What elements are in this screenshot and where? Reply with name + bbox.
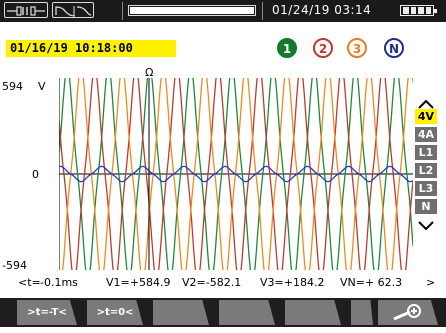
- soft-key-6[interactable]: [351, 300, 373, 325]
- battery-bar: [418, 7, 424, 14]
- readout-time: -0.1ms: [40, 276, 78, 289]
- zoom-plus-icon: [393, 304, 421, 321]
- channel-label: N: [388, 42, 400, 56]
- readout-left-marker[interactable]: <t=: [18, 276, 41, 289]
- readout-v3: V3=+184.2: [260, 276, 325, 289]
- readout-v1: V1=+584.9: [106, 276, 171, 289]
- battery-bar: [403, 7, 409, 14]
- memory-usage-fill: [130, 7, 254, 14]
- channel-2-marker[interactable]: 2: [313, 38, 333, 58]
- status-separator: [122, 2, 123, 20]
- scale-4a[interactable]: 4A: [415, 127, 437, 142]
- status-separator: [262, 2, 263, 20]
- channel-1-marker[interactable]: 1: [277, 38, 297, 58]
- scale-l3[interactable]: L3: [415, 181, 437, 196]
- memory-usage-bar: [128, 5, 256, 16]
- scale-down-arrow-icon[interactable]: [416, 216, 436, 231]
- soft-key-5[interactable]: [285, 300, 341, 325]
- scale-4v[interactable]: 4V: [415, 109, 437, 124]
- capture-timestamp: 01/16/19 10:18:00: [6, 40, 176, 57]
- channel-n-marker[interactable]: N: [384, 38, 404, 58]
- waveform-mode-icon[interactable]: [52, 2, 94, 18]
- series-line-1: [59, 78, 413, 270]
- cursor-to-zero-button[interactable]: >t=0<: [87, 300, 143, 325]
- scale-l2[interactable]: L2: [415, 163, 437, 178]
- series-line-3: [61, 78, 413, 270]
- y-axis-max-label: 594: [2, 80, 23, 93]
- soft-key-3[interactable]: [153, 300, 209, 325]
- channel-label: 2: [318, 42, 328, 56]
- scale-l1[interactable]: L1: [415, 145, 437, 160]
- cursor-readout: <t= -0.1ms V1=+584.9 V2=-582.1 V3=+184.2…: [0, 276, 446, 292]
- y-axis-min-label: -594: [2, 259, 27, 272]
- soft-key-bar: >t=-T< >t=0<: [0, 298, 446, 327]
- battery-icon: [400, 5, 437, 16]
- three-phase-mode-icon[interactable]: [4, 2, 48, 18]
- readout-vn: VN=+ 62.3: [340, 276, 403, 289]
- readout-right-marker[interactable]: >: [426, 276, 436, 289]
- cursor-to-minus-t-button[interactable]: >t=-T<: [17, 300, 77, 325]
- battery-bar: [410, 7, 416, 14]
- channel-label: 1: [282, 42, 292, 56]
- waveform-plot[interactable]: [59, 78, 413, 270]
- status-bar: 01/24/19 03:14: [0, 0, 446, 22]
- zoom-button[interactable]: [378, 300, 438, 325]
- channel-3-marker[interactable]: 3: [347, 38, 367, 58]
- channel-label: 3: [352, 42, 362, 56]
- system-clock: 01/24/19 03:14: [272, 3, 372, 17]
- series-layer: [59, 78, 413, 270]
- y-axis-unit-label: V: [38, 80, 46, 93]
- y-axis-zero-label: 0: [32, 168, 39, 181]
- scale-n[interactable]: N: [415, 199, 437, 214]
- series-line-4: [59, 165, 413, 183]
- readout-v2: V2=-582.1: [182, 276, 242, 289]
- trigger-marker-icon: Ω: [145, 66, 154, 79]
- scale-up-arrow-icon[interactable]: [416, 94, 436, 109]
- soft-key-4[interactable]: [219, 300, 275, 325]
- series-line-2: [59, 78, 413, 270]
- battery-bar: [425, 7, 431, 14]
